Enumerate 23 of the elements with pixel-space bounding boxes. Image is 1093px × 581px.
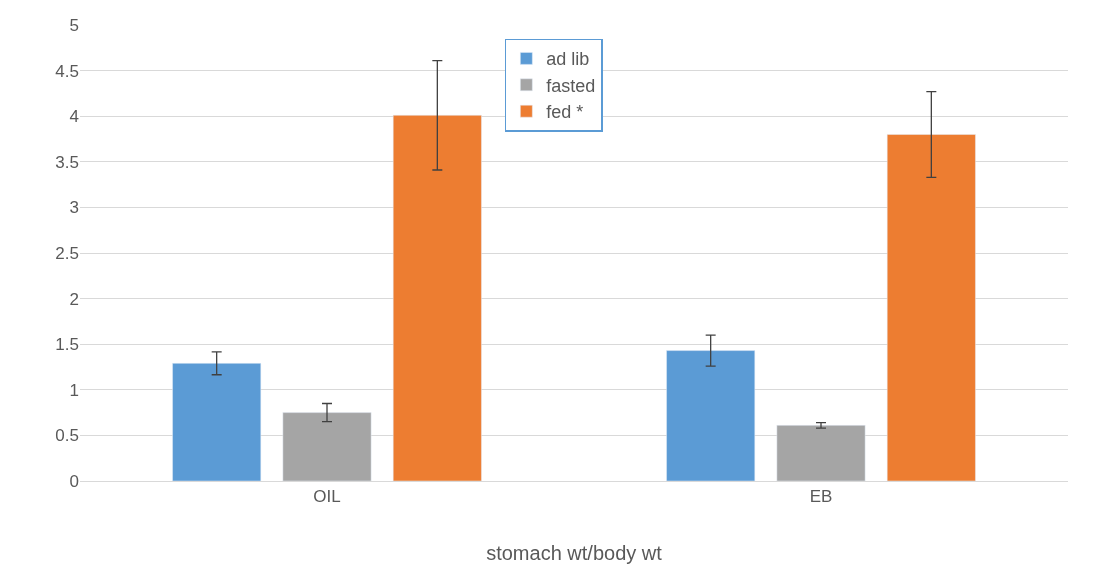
bar [776,425,866,481]
y-tick-label: 1.5 [55,335,79,355]
y-tick-label: 2 [69,289,79,309]
bar [666,350,756,481]
y-tick-label: 1 [69,380,79,400]
y-tick-label: 5 [69,15,79,35]
x-axis-title: stomach wt/body wt [486,541,663,564]
y-tick-label: 3.5 [55,152,79,172]
y-tick-label: 4.5 [55,61,79,81]
legend-label: fed * [546,102,584,123]
bar [172,363,262,481]
y-tick-label: 0 [69,471,79,491]
x-tick-label: OIL [313,487,341,507]
legend-label: fasted [546,75,596,96]
bar [282,412,372,481]
y-tick-label: 2.5 [55,243,79,263]
x-tick-label: EB [809,487,833,507]
bar [392,115,482,481]
y-tick-label: 0.5 [55,426,79,446]
bar [886,134,976,481]
y-tick-label: 4 [69,107,79,127]
legend-label: ad lib [546,49,590,70]
y-tick-label: 3 [69,198,79,218]
